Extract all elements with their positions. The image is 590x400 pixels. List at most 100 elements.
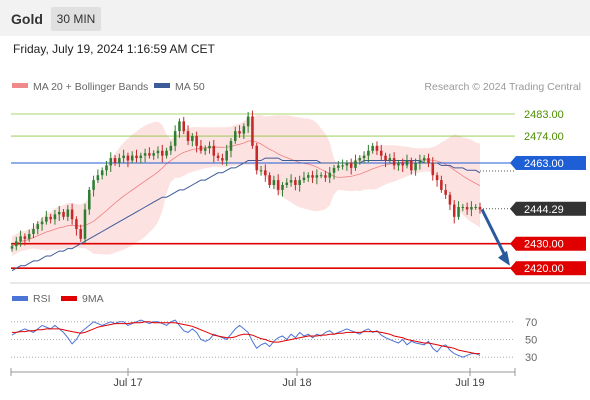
candle <box>371 142 374 154</box>
candle <box>182 116 186 135</box>
candle <box>100 167 104 180</box>
ma50-legend-swatch <box>154 83 170 88</box>
candle-body <box>470 207 473 210</box>
candle-body <box>70 209 74 220</box>
candle <box>53 209 57 225</box>
timeframe-button[interactable]: 30 MIN <box>51 7 101 31</box>
candle-body <box>139 155 143 159</box>
candle <box>135 149 138 163</box>
candle-body <box>285 182 289 185</box>
candle-body <box>32 229 35 234</box>
candle-body <box>169 145 173 151</box>
candle-body <box>388 158 392 161</box>
candle-body <box>105 165 108 171</box>
rsi-tick-label: 50 <box>525 335 537 347</box>
candle-body <box>418 160 422 163</box>
candle-body <box>289 180 293 183</box>
candle <box>216 152 220 162</box>
candle <box>414 158 417 176</box>
candle-body <box>444 189 447 195</box>
candle-body <box>195 136 198 146</box>
candle <box>212 139 216 163</box>
level-tag-bg <box>516 155 586 170</box>
candle <box>75 216 78 236</box>
candle <box>388 153 392 164</box>
candle-body <box>431 162 435 176</box>
candle <box>242 123 246 139</box>
rsi-legend-swatch <box>12 296 28 301</box>
candle <box>384 152 387 168</box>
candle-body <box>49 216 52 220</box>
candle-body <box>276 180 280 190</box>
candle <box>422 155 426 164</box>
level-tag-bg <box>516 201 586 216</box>
candle-body <box>79 229 82 239</box>
candle-body <box>152 153 155 156</box>
candle-body <box>302 177 306 181</box>
candle-body <box>178 121 181 132</box>
candle <box>229 138 233 158</box>
candle-body <box>160 150 164 156</box>
candle-body <box>371 145 374 151</box>
candle-body <box>311 175 314 178</box>
candle <box>105 161 108 176</box>
candle-body <box>272 180 276 185</box>
candle <box>66 205 70 221</box>
candle <box>444 184 447 199</box>
candle-body <box>118 158 121 163</box>
candle <box>23 233 27 246</box>
candle-body <box>208 145 211 149</box>
candle-body <box>148 153 151 156</box>
candle <box>410 157 413 175</box>
candle-body <box>324 175 327 178</box>
candle-body <box>315 175 319 178</box>
candle <box>246 112 250 133</box>
bollinger-band <box>11 115 481 256</box>
candle-body <box>126 155 130 161</box>
candle-body <box>392 158 396 166</box>
ma50-line <box>11 157 481 272</box>
candle-body <box>10 246 14 249</box>
candle <box>160 144 164 163</box>
candle-body <box>66 209 70 217</box>
candle <box>83 203 87 244</box>
forecast-arrow-shaft <box>480 208 508 259</box>
candle <box>92 175 95 197</box>
candle-body <box>229 140 233 151</box>
candle-body <box>379 150 383 156</box>
candle <box>122 149 125 164</box>
candle <box>225 144 228 166</box>
candle <box>298 175 301 192</box>
candle-body <box>319 175 323 177</box>
candle <box>178 118 181 138</box>
level-tag-pointer <box>510 155 516 170</box>
candle <box>148 147 151 159</box>
candle <box>272 175 276 190</box>
candle-body <box>358 158 362 161</box>
rsi-pane: 70 50 30 <box>11 317 537 364</box>
candle-body <box>440 180 443 190</box>
candle-body <box>384 155 387 161</box>
candle <box>264 164 267 182</box>
rsi-line <box>11 319 481 358</box>
level-tag-support: 2430.00 <box>524 239 564 251</box>
candle-body <box>345 162 349 166</box>
candle <box>15 236 18 251</box>
x-tick-label: Jul 17 <box>113 377 142 389</box>
candle <box>49 213 52 224</box>
candle-body <box>173 131 177 146</box>
candle <box>435 172 439 187</box>
candle-body <box>156 150 160 154</box>
level-tag-bg <box>516 261 586 276</box>
candle-body <box>216 155 220 159</box>
level-tags: 2483.00 2474.00 2463.00 2444.29 2430.00 2420.… <box>510 109 586 276</box>
candle-body <box>306 175 310 178</box>
candle <box>57 206 61 221</box>
candle <box>19 230 22 247</box>
candle-body <box>259 170 263 172</box>
candle-body <box>212 145 216 156</box>
candle-body <box>457 207 460 217</box>
candle-body <box>75 219 78 230</box>
candle <box>349 158 353 175</box>
